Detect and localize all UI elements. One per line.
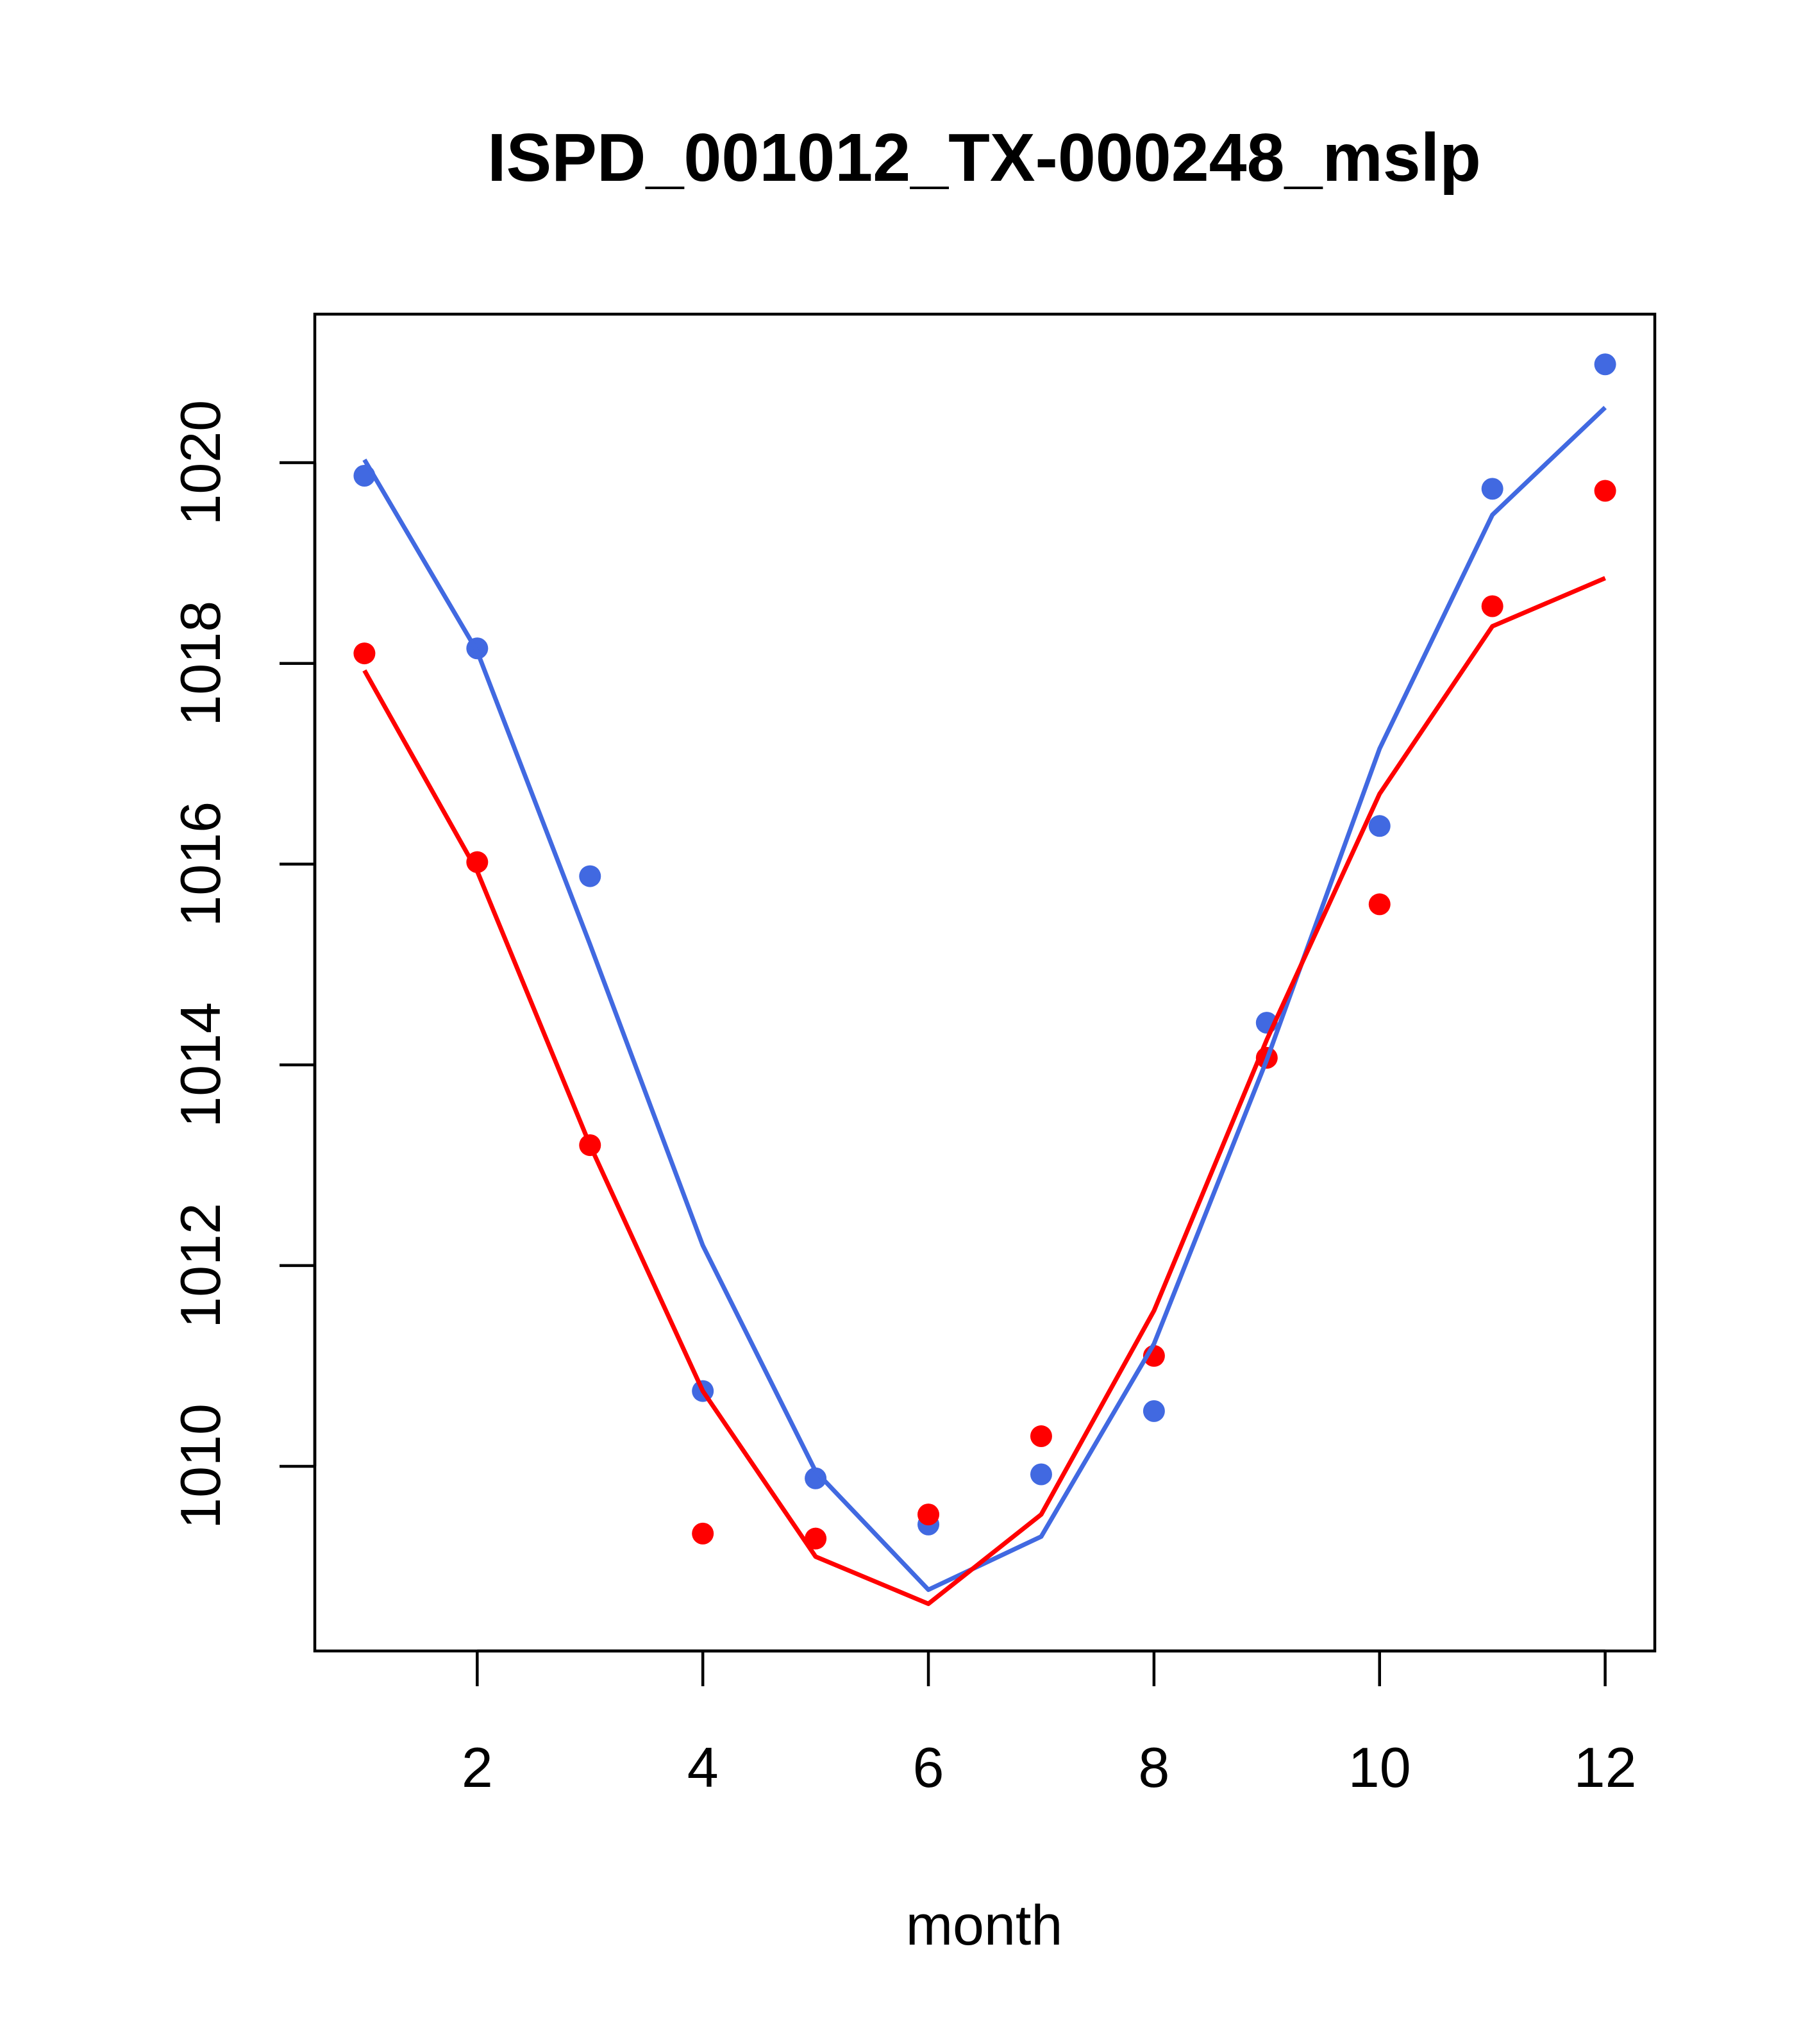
red-point bbox=[1030, 1425, 1052, 1448]
y-tick-label: 1018 bbox=[169, 601, 232, 726]
red-point bbox=[1368, 893, 1391, 916]
x-tick-label: 6 bbox=[913, 1736, 944, 1799]
plot-frame bbox=[313, 312, 1657, 1653]
blue-line-series bbox=[362, 406, 1607, 1593]
red-line-series bbox=[362, 576, 1606, 1606]
x-tick-label: 4 bbox=[687, 1736, 719, 1799]
red-point bbox=[466, 851, 489, 873]
red-point bbox=[692, 1522, 714, 1545]
chart-title: ISPD_001012_TX-000248_mslp bbox=[487, 120, 1481, 196]
x-axis: 2 4 6 8 10 12 bbox=[462, 1649, 1637, 1799]
y-tick-label: 1010 bbox=[169, 1403, 232, 1529]
y-tick-label: 1012 bbox=[169, 1203, 232, 1328]
red-point bbox=[917, 1504, 940, 1526]
y-tick-label: 1016 bbox=[169, 801, 232, 927]
red-point bbox=[353, 642, 376, 665]
y-tick-label: 1020 bbox=[169, 400, 232, 526]
x-tick-label: 12 bbox=[1574, 1736, 1637, 1799]
red-point bbox=[1594, 480, 1616, 502]
blue-point bbox=[1368, 815, 1391, 837]
y-axis: 1010 1012 1014 1016 1018 1020 bbox=[169, 400, 317, 1529]
blue-point bbox=[579, 865, 601, 887]
x-tick-label: 2 bbox=[462, 1736, 493, 1799]
x-tick-label: 10 bbox=[1348, 1736, 1411, 1799]
blue-point bbox=[1481, 478, 1503, 500]
y-tick-label: 1014 bbox=[169, 1002, 232, 1128]
red-point bbox=[805, 1527, 827, 1550]
blue-point bbox=[805, 1467, 827, 1489]
red-point bbox=[1481, 595, 1503, 617]
blue-point bbox=[1594, 353, 1616, 376]
x-tick-label: 8 bbox=[1138, 1736, 1169, 1799]
x-axis-label: month bbox=[906, 1893, 1063, 1957]
blue-point bbox=[1143, 1400, 1165, 1422]
blue-point bbox=[1030, 1463, 1052, 1486]
plot-area bbox=[353, 353, 1616, 1606]
